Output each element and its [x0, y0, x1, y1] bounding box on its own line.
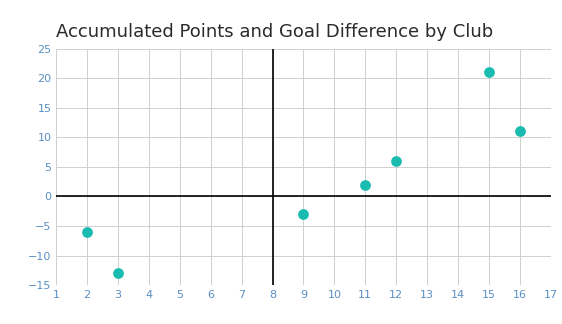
Text: Accumulated Points and Goal Difference by Club: Accumulated Points and Goal Difference b… — [56, 23, 493, 41]
Point — [484, 70, 493, 75]
Point — [114, 271, 123, 276]
Point — [361, 182, 370, 187]
Point — [392, 158, 401, 164]
Point — [515, 129, 524, 134]
Point — [299, 212, 308, 217]
Point — [83, 229, 92, 235]
